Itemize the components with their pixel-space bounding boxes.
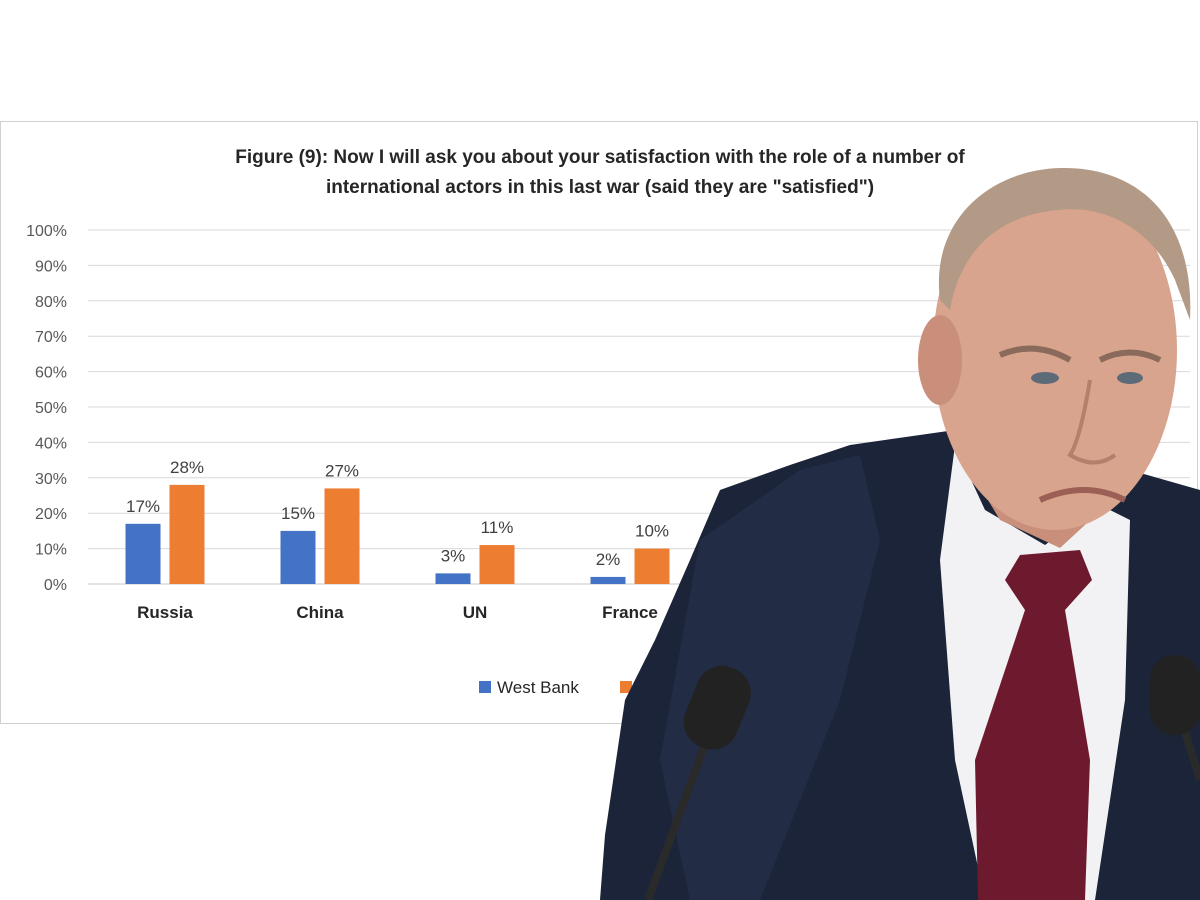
data-label: 10% xyxy=(635,522,669,541)
y-tick-label: 0% xyxy=(44,577,67,594)
y-tick-label: 50% xyxy=(35,400,67,417)
bar xyxy=(590,576,626,584)
data-label: 11% xyxy=(481,518,514,537)
data-label: 15% xyxy=(281,504,315,523)
category-label: China xyxy=(296,603,344,622)
y-tick-label: 10% xyxy=(35,542,67,559)
y-tick-label: 100% xyxy=(26,223,67,240)
chart-title: Figure (9): Now I will ask you about you… xyxy=(235,147,965,198)
category-label: UN xyxy=(463,603,488,622)
data-label: 3% xyxy=(441,546,466,565)
legend-swatch xyxy=(479,681,491,693)
y-tick-label: 30% xyxy=(35,471,67,488)
data-label: 28% xyxy=(170,458,204,477)
legend: West Bank xyxy=(479,678,632,697)
y-axis: 0% 10% 20% 30% 40% 50% 60% 70% 80% 90% 100% xyxy=(26,223,67,594)
bar xyxy=(280,530,316,584)
y-tick-label: 60% xyxy=(35,365,67,382)
bar xyxy=(324,488,360,584)
bar xyxy=(125,523,161,584)
data-label: 2% xyxy=(596,550,621,569)
y-tick-label: 80% xyxy=(35,294,67,311)
bar xyxy=(634,548,670,584)
y-tick-label: 40% xyxy=(35,435,67,452)
bar xyxy=(479,545,515,584)
bars xyxy=(125,484,670,584)
y-tick-label: 20% xyxy=(35,506,67,523)
legend-label: West Bank xyxy=(497,678,579,697)
category-label: Russia xyxy=(137,603,193,622)
data-label: 17% xyxy=(126,497,160,516)
y-tick-label: 90% xyxy=(35,258,67,275)
legend-swatch xyxy=(620,681,632,693)
bar xyxy=(435,573,471,584)
data-label: 27% xyxy=(325,461,359,480)
bar xyxy=(169,484,205,584)
category-label: France xyxy=(602,603,658,622)
x-axis: Russia China UN France xyxy=(137,603,658,622)
y-tick-label: 70% xyxy=(35,329,67,346)
